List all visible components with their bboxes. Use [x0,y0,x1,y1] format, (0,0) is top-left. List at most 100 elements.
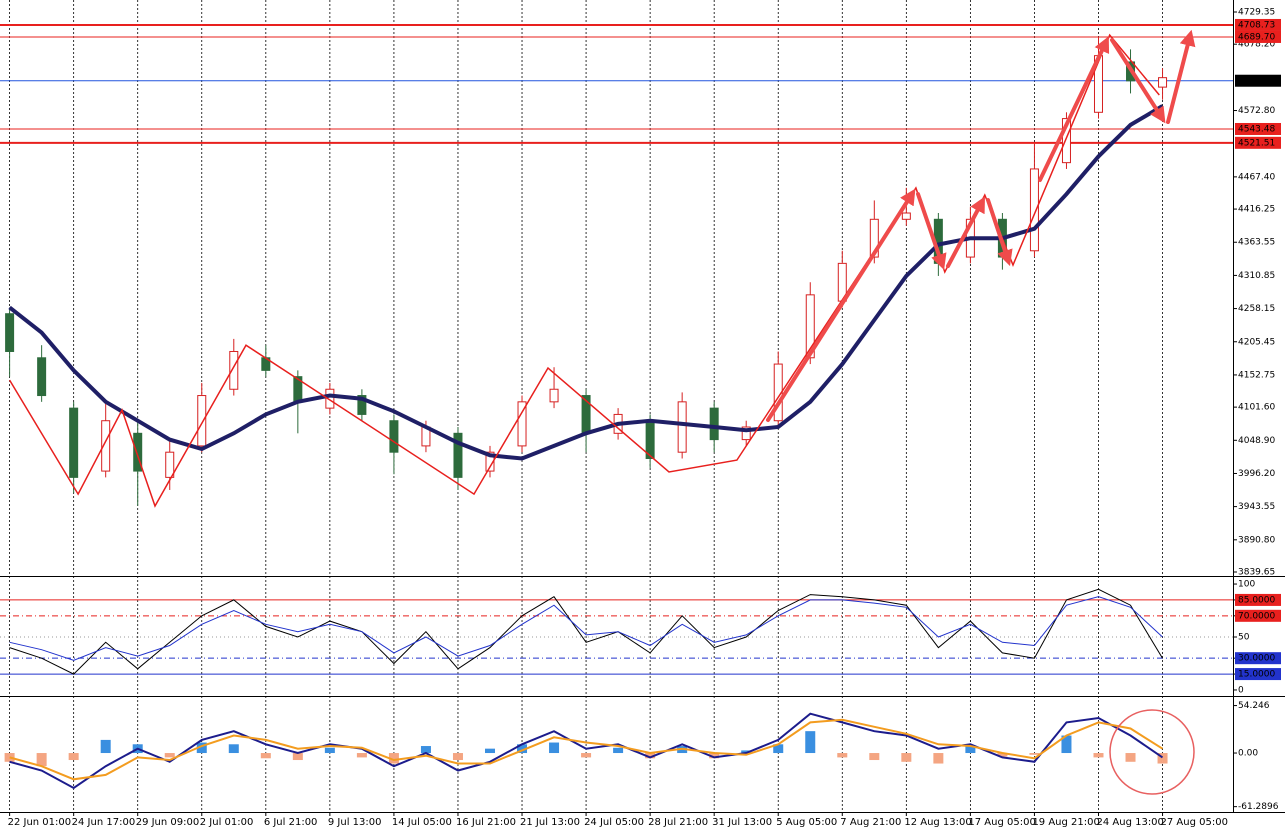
histogram-bar [645,753,656,759]
arrow [1110,38,1166,124]
arrow [1038,36,1110,182]
macd-line [9,712,1164,790]
candle-body [1061,118,1071,164]
candle-body [101,420,111,472]
arrow [986,198,1013,267]
level-box [1235,593,1281,606]
candle-body [133,432,143,472]
y-tick-label: 50 [1238,633,1250,643]
histogram-bar [581,753,592,758]
histogram-bar [773,744,784,754]
y-tick-label: 4416.25 [1238,205,1275,215]
candle-body [1029,168,1039,252]
histogram-bar [1093,753,1104,758]
histogram-bar [805,731,816,754]
x-tick-label: 24 Jul 05:00 [584,817,644,828]
level-box [1235,136,1281,149]
level-label: 4689.70 [1238,32,1275,42]
candle-body [677,401,687,453]
candle-body [453,432,463,478]
level-label: 4620.15 [1238,76,1275,86]
y-tick-label: 30.0000 [1238,654,1275,664]
y-tick-label: 4101.60 [1238,403,1275,413]
candle-body [485,451,495,472]
x-tick-label: 24 Jun 17:00 [72,817,136,828]
histogram-bar [164,753,175,758]
histogram-bar [356,753,367,758]
histogram-bar [741,750,752,754]
candle-body [5,313,15,352]
x-tick-label: 2 Jul 01:00 [200,817,254,828]
y-tick-label: 70.0000 [1238,611,1275,621]
histogram-bar [388,753,399,764]
y-tick-label: 3943.55 [1238,502,1275,512]
arrow [946,196,986,268]
candle-body [869,218,879,258]
y-tick-label: 3996.20 [1238,469,1275,479]
x-tick-label: 6 Jul 21:00 [264,817,318,828]
histogram-bar [549,742,560,754]
candle-body [1158,77,1168,88]
x-tick-label: 24 Aug 13:00 [1096,817,1163,828]
x-tick-label: 17 Aug 05:00 [968,817,1035,828]
level-box [1235,668,1281,681]
oscillator-line [9,596,1163,661]
y-tick-label: 4363.55 [1238,238,1275,248]
y-tick-label: 4152.75 [1238,370,1275,380]
x-tick-label: 28 Jul 21:00 [648,817,708,828]
y-tick-label: 4205.45 [1238,337,1275,347]
x-tick-label: 16 Jul 21:00 [456,817,516,828]
x-tick-label: 29 Jun 09:00 [136,817,200,828]
level-box [1235,122,1281,135]
histogram-bar [452,753,463,761]
x-tick-label: 21 Jul 13:00 [520,817,580,828]
histogram-bar [196,742,207,754]
histogram-bar [613,747,624,754]
y-tick-label: 3890.80 [1238,535,1275,545]
histogram-bar [517,744,528,754]
level-label: 4708.73 [1238,20,1275,30]
histogram-bar [36,753,47,767]
arrow [916,192,947,271]
candle-body [69,407,79,478]
highlight-circle [1109,709,1195,795]
x-tick-label: 27 Aug 05:00 [1161,817,1228,828]
histogram-bar [292,753,303,761]
arrow [1166,29,1196,124]
histogram-bar [997,753,1008,757]
level-box [1235,609,1281,622]
y-tick-label: 4258.15 [1238,304,1275,314]
candle-body [325,388,335,409]
histogram-bar [260,753,271,759]
y-tick-label: 4678.20 [1238,40,1275,50]
candle-body [549,388,559,403]
candle-body [805,294,815,359]
candle-body [901,212,911,220]
level-box [1235,74,1281,87]
macd-line [9,718,1164,781]
y-tick-label: 0 [1238,685,1244,695]
level-label: 4521.51 [1238,138,1275,148]
histogram-bar [228,744,239,754]
histogram-bar [901,753,912,762]
annotations [766,29,1196,795]
candle-body [229,350,239,390]
x-tick-label: 5 Aug 05:00 [776,817,837,828]
x-tick-label: 22 Jun 01:00 [8,817,72,828]
candle-body [197,395,207,447]
y-tick-label: 15.0000 [1238,670,1275,680]
y-tick-label: 4572.80 [1238,106,1275,116]
pane-frames [0,0,1285,813]
y-tick-label: -61.2896 [1238,802,1279,812]
x-tick-label: 12 Aug 13:00 [904,817,971,828]
histogram-bar [837,753,848,758]
candle-body [709,407,719,441]
histogram-bar [933,753,944,764]
y-tick-label: 100 [1238,580,1255,590]
histogram-bar [869,753,880,761]
histogram-bar [1125,753,1136,762]
y-tick-label: 4310.85 [1238,271,1275,281]
level-label: 4543.48 [1238,124,1275,134]
